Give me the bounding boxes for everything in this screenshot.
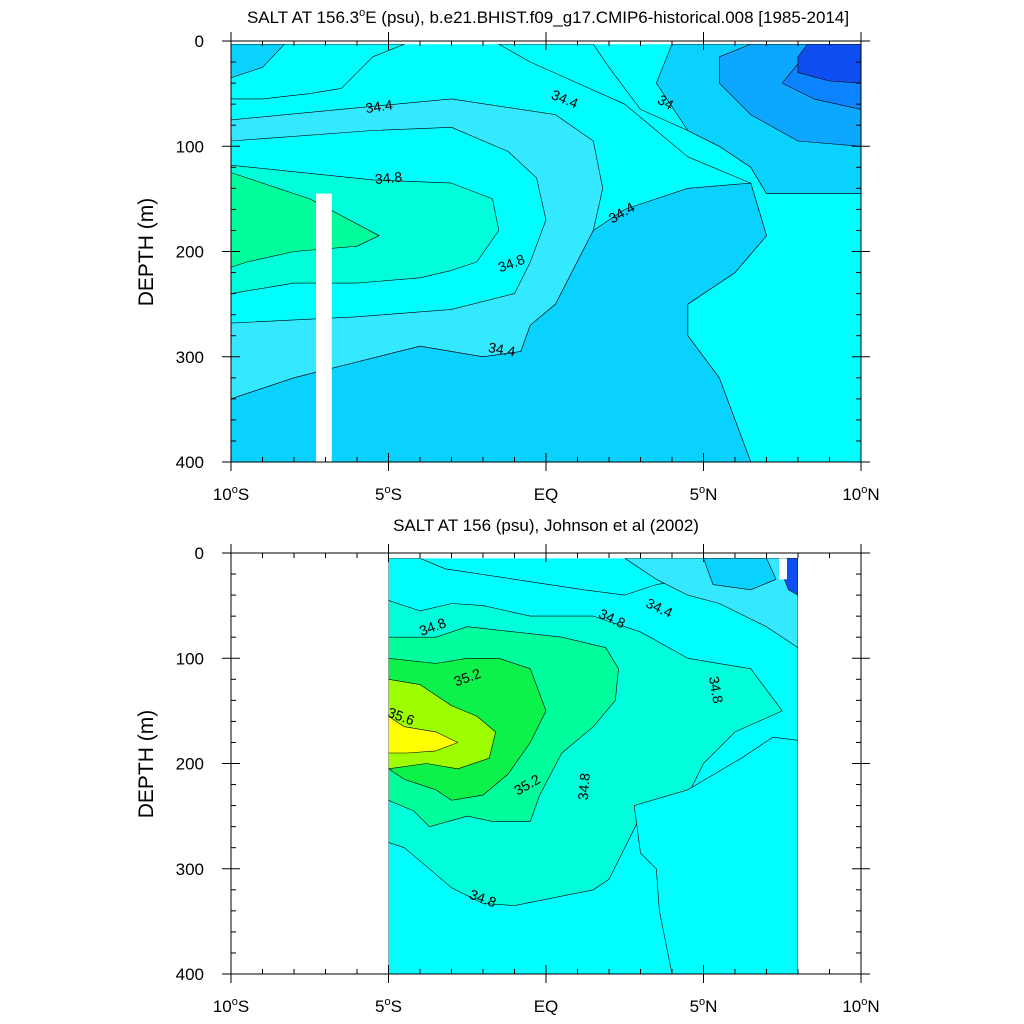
salinity-band-4 <box>703 558 777 591</box>
y-tick-label: 400 <box>176 965 204 984</box>
salinity-band-6 <box>797 44 861 84</box>
y-axis-label: DEPTH (m) <box>135 198 158 307</box>
chart-title: SALT AT 156 (psu), Johnson et al (2002) <box>393 516 699 535</box>
salinity-band-8 <box>388 715 459 754</box>
contour-label: 34 <box>655 91 677 113</box>
y-tick-label: 100 <box>176 649 204 668</box>
y-tick-label: 0 <box>195 544 204 563</box>
x-tick-label: 5oS <box>375 996 402 1016</box>
contour-label: 34.4 <box>487 339 517 360</box>
contour-label: 34.8 <box>374 169 403 187</box>
x-tick-label: 5oN <box>690 484 718 504</box>
y-tick-label: 200 <box>176 243 204 262</box>
x-tick-label: EQ <box>534 485 559 504</box>
missing-data-gap <box>316 193 332 462</box>
salinity-band-1 <box>231 44 285 79</box>
y-tick-label: 100 <box>176 137 204 156</box>
observed-salinity-panel: SALT AT 156 (psu), Johnson et al (2002) … <box>135 516 880 1016</box>
salinity-band-8 <box>231 182 767 462</box>
salinity-band-2 <box>633 736 798 974</box>
chart-title: SALT AT 156.3oE (psu), b.e21.BHIST.f09_g… <box>247 7 849 27</box>
model-salinity-panel: SALT AT 156.3oE (psu), b.e21.BHIST.f09_g… <box>135 7 880 504</box>
contour-label: 34.4 <box>364 96 393 116</box>
y-tick-label: 300 <box>176 860 204 879</box>
missing-data-gap <box>779 558 787 580</box>
contour-plot: 34.4 34.4 3434.834.434.834.401002003004001… <box>176 32 880 504</box>
x-tick-label: EQ <box>534 997 559 1016</box>
y-tick-label: 200 <box>176 755 204 774</box>
y-tick-label: 400 <box>176 453 204 472</box>
contour-plot: 34.8 34.8 34.434.835.235.635.2 34.834.80100… <box>176 544 880 1016</box>
x-tick-label: 10oS <box>213 996 249 1016</box>
salinity-field: 34.8 34.8 34.434.835.235.635.2 34.834.8 <box>388 558 798 974</box>
contour-label: 34.8 <box>575 772 593 801</box>
y-axis-label: DEPTH (m) <box>135 710 158 819</box>
y-tick-label: 0 <box>195 32 204 51</box>
y-tick-label: 300 <box>176 348 204 367</box>
x-tick-label: 5oN <box>690 996 718 1016</box>
contour-label: 34.8 <box>706 675 727 705</box>
x-tick-label: 10oN <box>842 484 879 504</box>
x-tick-label: 10oS <box>213 484 249 504</box>
x-tick-label: 10oN <box>842 996 879 1016</box>
salinity-band-0 <box>231 44 405 100</box>
x-tick-label: 5oS <box>375 484 402 504</box>
